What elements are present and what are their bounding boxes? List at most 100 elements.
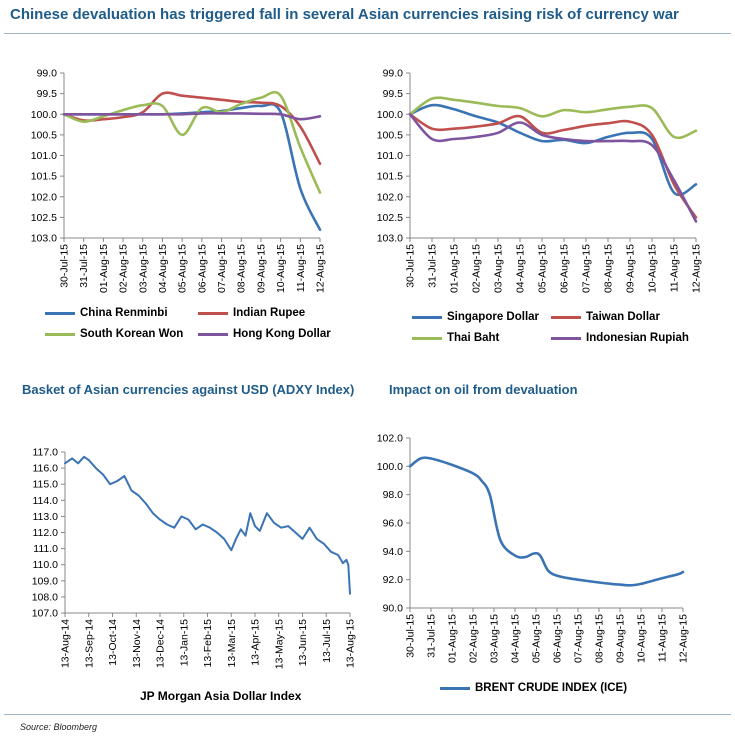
x-tick-label: 05-Aug-15 xyxy=(537,244,549,293)
legend-item-thai-baht: Thai Baht xyxy=(412,332,499,344)
x-tick-label: 01-Aug-15 xyxy=(98,244,110,293)
y-tick-label: 99.5 xyxy=(37,88,58,100)
x-tick-label: 06-Aug-15 xyxy=(196,244,208,293)
y-tick-label: 112.0 xyxy=(33,527,59,539)
y-tick-label: 101.5 xyxy=(31,171,57,183)
y-tick-label: 102.0 xyxy=(377,433,403,445)
x-tick-label: 07-Aug-15 xyxy=(573,614,585,663)
x-tick-label: 03-Aug-15 xyxy=(137,244,149,293)
x-tick-label: 11-Aug-15 xyxy=(669,244,681,292)
series-line-thai-baht xyxy=(408,96,698,140)
series-line-indian-rupee xyxy=(62,91,322,166)
x-tick-label: 11-Aug-15 xyxy=(657,614,669,662)
x-tick-label: 13-Jan-15 xyxy=(178,619,190,666)
x-tick-label: 03-Aug-15 xyxy=(493,244,505,293)
y-tick-label: 107.0 xyxy=(32,608,58,620)
x-tick-label: 31-Jul-15 xyxy=(78,244,90,288)
x-tick-label: 13-Jun-15 xyxy=(297,619,309,666)
y-tick-label: 103.0 xyxy=(377,233,403,245)
legend-swatch xyxy=(551,315,581,319)
y-tick-label: 110.0 xyxy=(33,559,59,571)
footer-divider xyxy=(4,714,731,715)
x-tick-label: 13-Aug-14 xyxy=(60,619,72,668)
x-tick-label: 30-Jul-15 xyxy=(405,244,417,288)
x-tick-label: 08-Aug-15 xyxy=(236,244,248,293)
x-tick-label: 13-Nov-14 xyxy=(131,619,143,668)
x-tick-label: 31-Jul-15 xyxy=(426,614,438,658)
y-tick-label: 99.0 xyxy=(37,68,58,80)
y-tick-label: 117.0 xyxy=(33,447,59,459)
x-tick-label: 02-Aug-15 xyxy=(118,244,130,293)
x-tick-label: 13-Aug-15 xyxy=(345,619,357,668)
legend-label: South Korean Won xyxy=(80,328,184,340)
legend-item-hong-kong-dollar: Hong Kong Dollar xyxy=(198,328,331,340)
y-tick-label: 102.5 xyxy=(31,212,57,224)
series-line-south-korean-won xyxy=(62,91,322,194)
x-tick-label: 03-Aug-15 xyxy=(489,614,501,663)
y-tick-label: 108.0 xyxy=(32,591,58,603)
x-tick-label: 11-Aug-15 xyxy=(295,244,307,292)
legend-label: Singapore Dollar xyxy=(447,311,540,323)
legend-label: Indonesian Rupiah xyxy=(586,332,689,344)
legend-item-china-renminbi: China Renminbi xyxy=(45,307,168,319)
y-tick-label: 101.0 xyxy=(31,150,57,162)
x-tick-label: 04-Aug-15 xyxy=(515,244,527,293)
x-tick-label: 12-Aug-15 xyxy=(678,614,690,663)
x-tick-label: 04-Aug-15 xyxy=(157,244,169,293)
y-tick-label: 102.0 xyxy=(31,191,57,203)
x-tick-label: 13-Jul-15 xyxy=(321,619,333,663)
y-tick-label: 102.0 xyxy=(377,191,403,203)
series-line-indonesian-rupiah xyxy=(408,113,698,223)
x-tick-label: 02-Aug-15 xyxy=(471,244,483,293)
y-tick-label: 100.5 xyxy=(377,129,403,141)
chart-title-adxy: Basket of Asian currencies against USD (… xyxy=(22,382,355,397)
y-tick-label: 100.0 xyxy=(377,109,403,121)
y-tick-label: 116.0 xyxy=(33,463,59,475)
series-line-singapore-dollar xyxy=(408,103,698,197)
x-tick-label: 31-Jul-15 xyxy=(427,244,439,288)
x-tick-label: 13-May-15 xyxy=(273,619,285,669)
series-line-hong-kong-dollar xyxy=(62,112,322,121)
legend-item-taiwan-dollar: Taiwan Dollar xyxy=(551,311,660,323)
y-tick-label: 99.5 xyxy=(383,88,404,100)
x-tick-label: 07-Aug-15 xyxy=(581,244,593,293)
y-tick-label: 103.0 xyxy=(31,233,57,245)
x-tick-label: 09-Aug-15 xyxy=(615,614,627,663)
x-tick-label: 13-Apr-15 xyxy=(250,619,262,666)
x-tick-label: 13-Sep-14 xyxy=(83,619,95,668)
x-tick-label: 13-Mar-15 xyxy=(226,619,238,668)
y-tick-label: 113.0 xyxy=(33,511,59,523)
series-line-taiwan-dollar xyxy=(408,113,698,219)
legend-label: Taiwan Dollar xyxy=(586,311,660,323)
legend-swatch xyxy=(45,311,75,315)
legend-swatch xyxy=(198,332,228,336)
legend-item-indonesian-rupiah: Indonesian Rupiah xyxy=(551,332,689,344)
y-tick-label: 100.0 xyxy=(377,461,403,473)
x-tick-label: 08-Aug-15 xyxy=(603,244,615,293)
x-tick-label: 10-Aug-15 xyxy=(275,244,287,293)
legend-label: BRENT CRUDE INDEX (ICE) xyxy=(475,682,628,694)
y-tick-label: 96.0 xyxy=(383,518,404,530)
x-tick-label: 05-Aug-15 xyxy=(177,244,189,293)
y-tick-label: 101.0 xyxy=(377,150,403,162)
legend-swatch xyxy=(551,336,581,340)
x-tick-label: 06-Aug-15 xyxy=(552,614,564,663)
series-line-brent-crude-index-ice- xyxy=(408,456,685,587)
source-note: Source: Bloomberg xyxy=(20,722,98,732)
legend-label: Thai Baht xyxy=(447,332,500,344)
x-tick-label: 07-Aug-15 xyxy=(216,244,228,293)
legend-item-brent: BRENT CRUDE INDEX (ICE) xyxy=(440,682,627,694)
y-tick-label: 111.0 xyxy=(33,543,58,555)
x-tick-label: 01-Aug-15 xyxy=(449,244,461,293)
x-tick-label: 08-Aug-15 xyxy=(594,614,606,663)
y-tick-label: 100.5 xyxy=(31,129,57,141)
legend-label: China Renminbi xyxy=(80,307,168,319)
y-tick-label: 115.0 xyxy=(33,479,59,491)
y-tick-label: 94.0 xyxy=(383,546,404,558)
x-tick-label: 12-Aug-15 xyxy=(315,244,327,293)
title-divider xyxy=(4,33,731,34)
